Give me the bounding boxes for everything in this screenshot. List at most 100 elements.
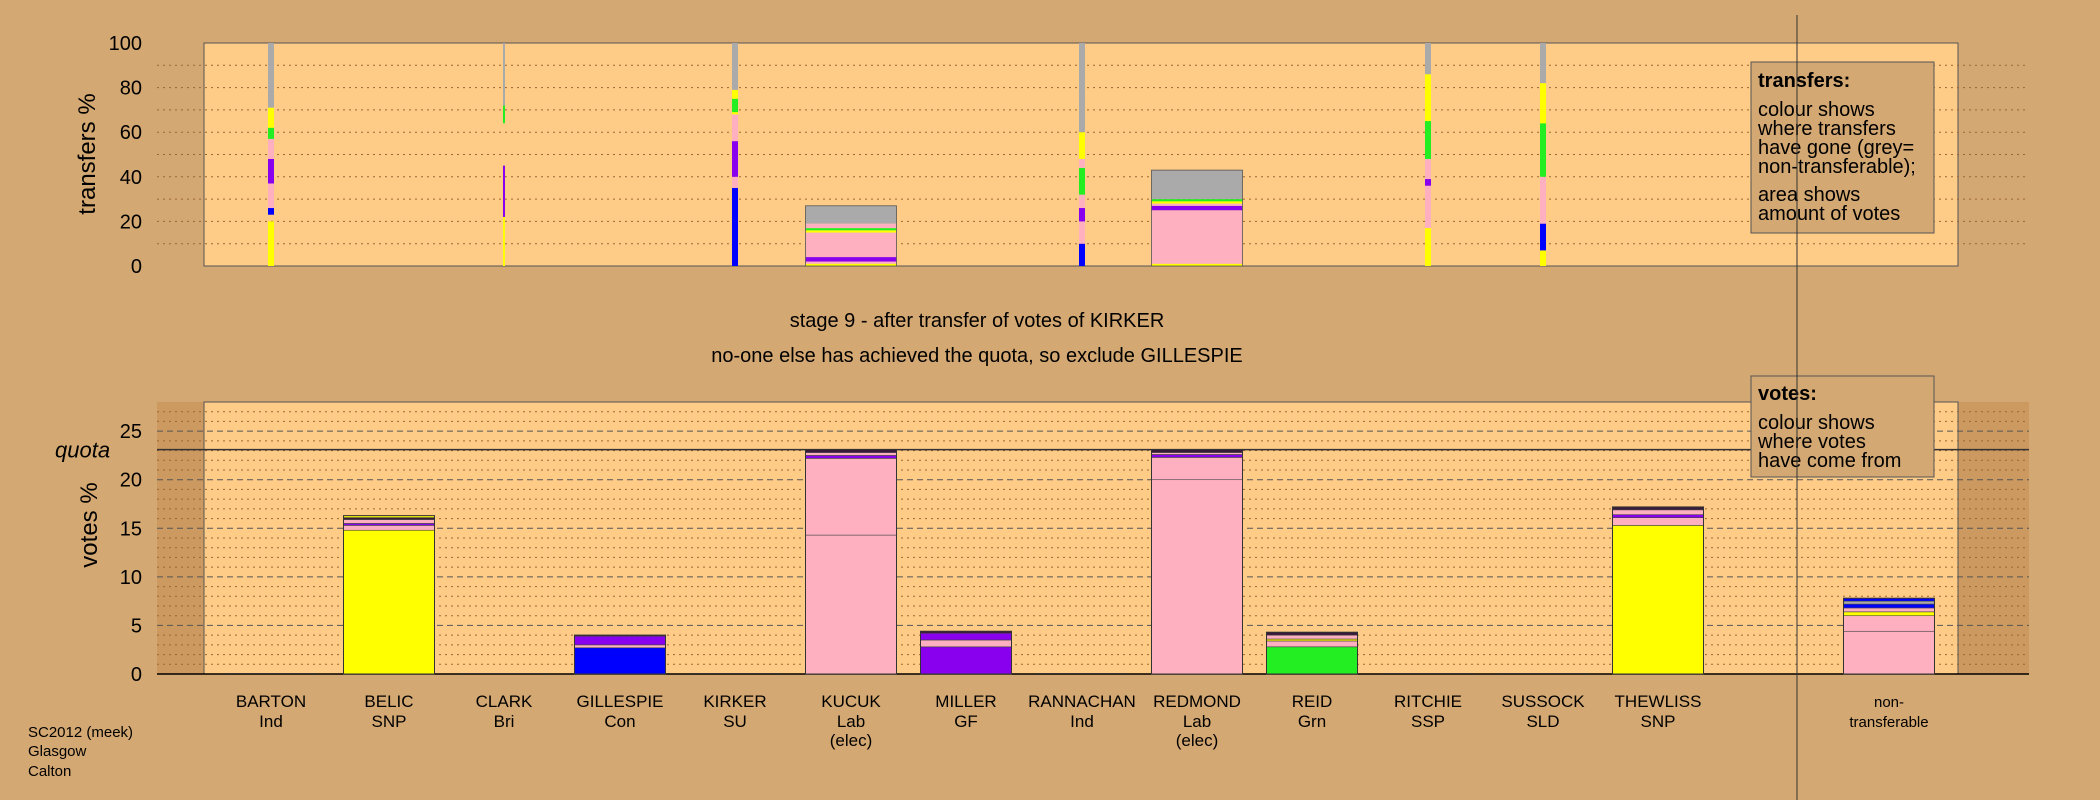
transfers-gridlines bbox=[157, 64, 2029, 245]
transfers-y-tick-label: 60 bbox=[120, 122, 142, 144]
votes-y-tick-label: 10 bbox=[120, 567, 142, 589]
transfer-segment bbox=[732, 176, 738, 188]
vote-bar-empty bbox=[225, 673, 317, 674]
vote-bar-empty bbox=[689, 673, 781, 674]
candidate-name: KIRKER bbox=[703, 692, 766, 711]
transfer-segment bbox=[805, 261, 897, 264]
transfer-segment bbox=[805, 223, 897, 229]
transfer-segment bbox=[268, 127, 274, 139]
vote-segment bbox=[920, 639, 1012, 648]
votes-y-axis-label: votes % bbox=[76, 482, 103, 567]
transfers-legend-line: area shows bbox=[1758, 184, 1860, 206]
candidate-name: REDMOND bbox=[1153, 692, 1241, 711]
vote-segment bbox=[1843, 611, 1935, 617]
transfer-segment bbox=[805, 228, 897, 231]
candidate-name: MILLER bbox=[935, 692, 996, 711]
transfers-y-ticks: 0 20 40 60 80 100 bbox=[109, 33, 142, 278]
transfer-bar-outline bbox=[1151, 169, 1243, 267]
vote-segment bbox=[1843, 607, 1935, 613]
transfers-bars bbox=[268, 43, 1546, 267]
vote-bar-outline bbox=[1266, 631, 1358, 675]
transfer-segment bbox=[805, 205, 897, 224]
transfer-segment bbox=[1425, 179, 1431, 186]
transfers-legend: transfers: colour shows where transfers … bbox=[1750, 61, 1935, 234]
candidate-party: SNP bbox=[372, 712, 407, 731]
transfer-segment bbox=[268, 43, 274, 108]
vote-segment bbox=[1266, 646, 1358, 675]
transfer-segment bbox=[268, 138, 274, 159]
votes-gridlines bbox=[157, 411, 2029, 675]
vote-bar-outline bbox=[343, 515, 435, 675]
vote-segment bbox=[805, 534, 897, 675]
candidate-name: GILLESPIE bbox=[577, 692, 664, 711]
vote-segment bbox=[574, 635, 666, 646]
candidate-party: SSP bbox=[1411, 712, 1445, 731]
vote-bar-empty bbox=[1036, 673, 1128, 674]
vote-bar-empty bbox=[458, 673, 550, 674]
candidate-name: KUCUK bbox=[821, 692, 881, 711]
candidate-party: SLD bbox=[1526, 712, 1559, 731]
transfers-legend-box bbox=[1750, 61, 1935, 234]
vote-segment bbox=[1612, 514, 1704, 518]
transfer-segment bbox=[1151, 203, 1243, 206]
candidate-party: Con bbox=[604, 712, 635, 731]
candidate-party: Bri bbox=[494, 712, 515, 731]
transfer-segment bbox=[503, 216, 505, 266]
transfer-segment bbox=[1151, 199, 1243, 202]
transfer-segment bbox=[1540, 43, 1546, 84]
vote-segment bbox=[805, 458, 897, 536]
vote-bar-outline bbox=[1843, 597, 1935, 675]
transfer-segment bbox=[1425, 43, 1431, 75]
votes-y-tick-label: 5 bbox=[131, 615, 142, 637]
votes-y-tick-label: 15 bbox=[120, 518, 142, 540]
vote-segment bbox=[1266, 634, 1358, 640]
candidate-name: CLARK bbox=[476, 692, 533, 711]
footer-line: Calton bbox=[28, 763, 71, 780]
transfer-segment bbox=[1151, 263, 1243, 266]
stage-subtitle: no-one else has achieved the quota, so e… bbox=[711, 345, 1242, 367]
vote-segment bbox=[1843, 630, 1935, 675]
votes-y-tick-label: 20 bbox=[120, 470, 142, 492]
transfers-panel: 0 20 40 60 80 100 transfers % bbox=[74, 33, 2029, 278]
vote-segment bbox=[1843, 603, 1935, 609]
candidate-party: Ind bbox=[1070, 712, 1094, 731]
transfer-segment bbox=[1425, 121, 1431, 159]
vote-segment bbox=[343, 529, 435, 675]
transfer-segment bbox=[1540, 250, 1546, 266]
vote-segment bbox=[1266, 640, 1358, 648]
transfer-segment bbox=[1079, 208, 1085, 222]
transfer-segment bbox=[268, 208, 274, 215]
vote-segment bbox=[920, 646, 1012, 675]
vote-segment bbox=[574, 647, 666, 675]
transfers-y-tick-label: 40 bbox=[120, 167, 142, 189]
transfers-y-tick-label: 100 bbox=[109, 33, 142, 55]
candidate-name: RITCHIE bbox=[1394, 692, 1462, 711]
candidate-name: RANNACHAN bbox=[1028, 692, 1136, 711]
vote-segment bbox=[1151, 457, 1243, 481]
transfer-segment bbox=[503, 165, 505, 217]
vote-bar-outline bbox=[574, 634, 666, 675]
transfer-segment bbox=[1151, 210, 1243, 264]
transfers-y-tick-label: 20 bbox=[120, 211, 142, 233]
transfer-segment bbox=[805, 232, 897, 258]
vote-bar-outline bbox=[805, 449, 897, 675]
votes-bars bbox=[225, 449, 1935, 675]
transfers-y-tick-label: 80 bbox=[120, 78, 142, 100]
vote-segment bbox=[1151, 454, 1243, 458]
votes-legend-line: have come from bbox=[1758, 450, 1901, 472]
candidate-name: REID bbox=[1292, 692, 1333, 711]
vote-segment bbox=[1843, 615, 1935, 632]
vote-segment bbox=[1843, 600, 1935, 605]
transfer-segment bbox=[732, 43, 738, 90]
vote-bar-outline bbox=[1151, 449, 1243, 675]
vote-segment bbox=[343, 519, 435, 524]
votes-y-tick-label: 25 bbox=[120, 421, 142, 443]
vote-segment bbox=[1151, 479, 1243, 675]
candidate-party: Grn bbox=[1298, 712, 1326, 731]
transfer-segment bbox=[1151, 201, 1243, 204]
candidate-party: transferable bbox=[1849, 714, 1928, 731]
votes-legend-line: colour shows bbox=[1758, 412, 1875, 434]
votes-y-tick-label: 0 bbox=[131, 664, 142, 686]
transfer-segment bbox=[805, 230, 897, 233]
vote-segment bbox=[1612, 509, 1704, 515]
